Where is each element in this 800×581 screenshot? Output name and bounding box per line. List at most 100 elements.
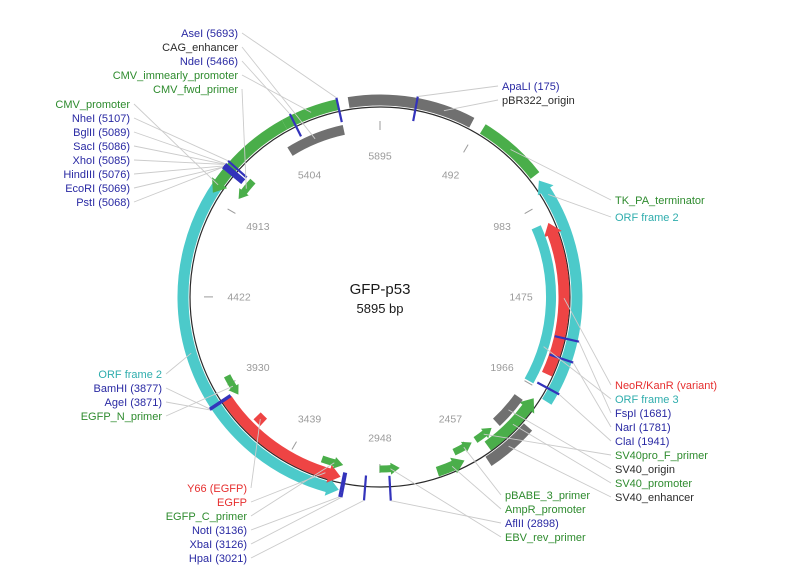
enzyme-site-HindIII [222, 165, 244, 183]
label-clai: ClaI (1941) [615, 436, 669, 448]
pbr322-origin-arc [347, 94, 475, 128]
enzyme-site-ticks [208, 96, 580, 501]
leader-line-apali [417, 85, 499, 97]
leader-line-egfp-n-primer [165, 385, 234, 417]
leader-line-cmv-immearly-promoter [241, 74, 312, 113]
feature-cag-enhancer [287, 125, 345, 156]
scale-label-2948: 2948 [368, 433, 392, 445]
feature-neor-kanr [542, 222, 570, 377]
leader-line-cag-enhancer [241, 46, 316, 140]
scale-label-3439: 3439 [298, 414, 322, 426]
leader-line-egfp [250, 472, 326, 503]
cmv-fwd-primer-arc [240, 178, 256, 196]
label-asei: AseI (5693) [181, 28, 238, 40]
cmv-promoter-arc [213, 119, 288, 188]
pbabe-3-primer-arc [452, 443, 468, 456]
feature-egfp-n-primer [223, 374, 239, 395]
label-egfp: EGFP [217, 497, 247, 509]
scale-label-2457: 2457 [439, 414, 463, 426]
label-y66: Y66 (EGFP) [187, 483, 247, 495]
leader-line-cmv-fwd-primer [241, 88, 247, 189]
ampr-promoter-arc [435, 460, 458, 477]
feature-labels: AseI (5693) CAG_enhancer NdeI (5466) CMV_im… [55, 28, 717, 565]
label-ampr-promoter: AmpR_promoter [505, 504, 586, 516]
label-xhoi: XhoI (5085) [73, 155, 130, 167]
scale-ring: 492 983 1475 1966 2457 2948 3439 3930 4422 4913 54… [204, 121, 556, 473]
leader-line-orf-frame-2-left [165, 352, 192, 375]
leader-line-noti [250, 496, 340, 531]
enzyme-site-NdeI [288, 113, 302, 137]
scale-label-3930: 3930 [246, 362, 270, 374]
label-xbai: XbaI (3126) [190, 539, 247, 551]
orf-frame-3-arc [524, 225, 557, 384]
label-pbr322-origin: pBR322_origin [502, 95, 575, 107]
sv40pro-f-primer-arc [473, 429, 489, 443]
leader-line-orf-frame-2-right [548, 193, 612, 218]
scale-label-5404: 5404 [298, 169, 322, 181]
label-cmv-fwd-primer: CMV_fwd_primer [153, 84, 238, 96]
label-psti: PstI (5068) [76, 197, 130, 209]
scale-label-4422: 4422 [227, 291, 251, 303]
leader-line-nari [572, 362, 612, 428]
leader-line-aflii [390, 500, 502, 524]
label-ecori: EcoRI (5069) [65, 183, 130, 195]
tk-pa-terminator-arc [479, 124, 540, 179]
feature-cmv-immearly-promoter [281, 99, 340, 130]
enzyme-site-BamHI [208, 394, 231, 410]
label-egfp-n-primer: EGFP_N_primer [81, 411, 163, 423]
label-fspi: FspI (1681) [615, 408, 671, 420]
label-orf-frame-2-left: ORF frame 2 [98, 369, 162, 381]
feature-orf-frame-2-left [177, 162, 339, 496]
label-orf-frame-3: ORF frame 3 [615, 394, 679, 406]
leader-line-egfp-c-primer [250, 462, 335, 517]
label-orf-frame-2-right: ORF frame 2 [615, 212, 679, 224]
enzyme-site-AgeI [209, 395, 232, 411]
scale-tick-983 [524, 208, 533, 215]
leader-line-nhei [133, 117, 229, 162]
label-cmv-promoter: CMV_promoter [55, 99, 130, 111]
egfp-n-primer-arc [223, 374, 238, 391]
scale-label-5895: 5895 [368, 151, 392, 163]
leader-line-bglii [133, 131, 226, 165]
leader-line-ecori [133, 166, 223, 189]
label-bamhi: BamHI (3877) [94, 383, 162, 395]
label-tk-pa-terminator: TK_PA_terminator [615, 195, 705, 207]
leader-lines [133, 32, 612, 559]
label-agei: AgeI (3871) [105, 397, 162, 409]
label-ebv-rev-primer: EBV_rev_primer [505, 532, 586, 544]
cmv-immearly-promoter-arc [281, 99, 340, 130]
scale-label-1966: 1966 [490, 362, 514, 374]
ebv-rev-primer-arc [379, 465, 393, 473]
label-cmv-immearly-promoter: CMV_immearly_promoter [113, 70, 239, 82]
label-hpai: HpaI (3021) [189, 553, 247, 565]
enzyme-site-ClaI [536, 381, 560, 396]
feature-ebv-rev-primer [379, 462, 400, 475]
scale-tick-492 [463, 144, 469, 153]
feature-pbr322-origin [347, 94, 475, 128]
leader-line-ebv-rev-primer [390, 468, 502, 538]
scale-label-492: 492 [442, 169, 460, 181]
leader-line-tk-pa-terminator [510, 149, 612, 201]
plasmid-title: GFP-p53 [350, 281, 411, 298]
egfp-arc [222, 395, 333, 480]
enzyme-site-ApaLI [412, 96, 419, 122]
leader-line-sv40-enhancer [508, 445, 612, 498]
feature-egfp-c-primer [320, 455, 344, 469]
scale-tick-4913 [227, 208, 236, 214]
scale-tick-1966 [524, 380, 533, 386]
enzyme-site-NheI [227, 159, 248, 179]
scale-tick-3439 [291, 441, 297, 450]
sv40-enhancer-arc [485, 423, 533, 466]
feature-tk-pa-terminator [479, 124, 540, 179]
label-ndei: NdeI (5466) [180, 56, 238, 68]
enzyme-site-HpaI [362, 475, 368, 501]
feature-cmv-fwd-primer [238, 178, 256, 199]
leader-line-xhoi [133, 159, 226, 165]
label-noti: NotI (3136) [192, 525, 247, 537]
label-egfp-c-primer: EGFP_C_primer [166, 511, 248, 523]
label-sv40pro-f-primer: SV40pro_F_primer [615, 450, 708, 462]
leader-line-xbai [250, 496, 342, 545]
sv40-promoter-arc [484, 402, 533, 451]
